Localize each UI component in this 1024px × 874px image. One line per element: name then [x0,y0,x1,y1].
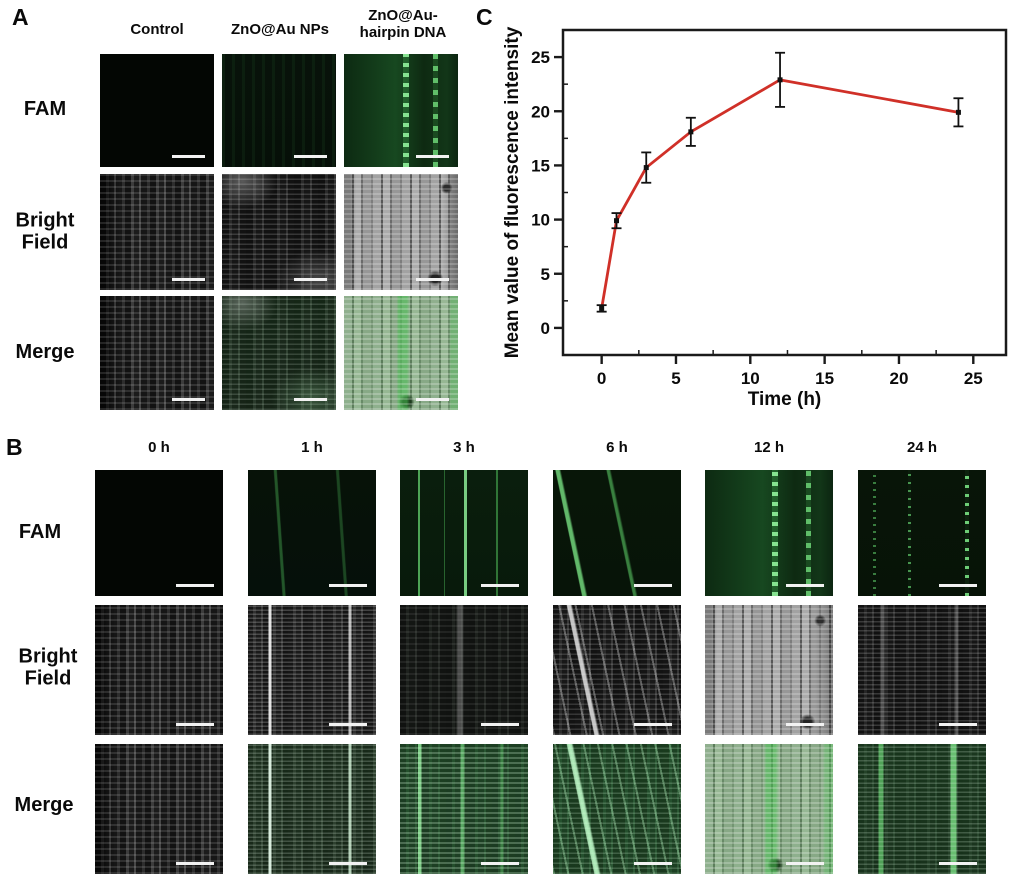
svg-text:0: 0 [597,369,606,388]
scale-bar [481,584,520,587]
micrograph-merge-control [100,296,214,410]
scale-bar [176,584,214,587]
column-header-12-h: 12 h [753,439,785,456]
scale-bar [938,723,977,726]
row-label-merge: Merge [15,341,75,364]
micrograph-merge-24-h [857,744,986,874]
error-bars [596,51,964,313]
panel-c-label: C [476,4,493,30]
scale-bar [786,723,825,726]
data-line [600,78,959,309]
micrograph-merge-zno-au-hairpin-dna [344,296,458,410]
scale-bar [481,862,520,865]
micrograph-bright-field-zno-au-hairpin-dna [344,173,458,290]
scale-bar [176,862,214,865]
scale-bar [328,584,367,587]
svg-text:25: 25 [964,369,983,388]
svg-text:25: 25 [531,48,550,67]
fluorescence-intensity-chart: 0 5 10 15 20 25 0 5 10 15 20 25 Time (h) Mean value o… [502,26,1008,410]
micrograph-fam-control [100,54,214,167]
micrograph-bright-field-24-h [857,605,986,735]
svg-text:5: 5 [671,369,680,388]
micrograph-merge-3-h [400,744,529,874]
micrograph-merge-zno-au-nps [222,296,336,410]
micrograph-bright-field-1-h [247,605,376,735]
y-axis: 0 5 10 15 20 25 [531,48,568,338]
scale-bar [172,155,205,158]
column-header-zno-au-nps: ZnO@Au NPs [231,21,329,38]
micrograph-fam-24-h [857,470,986,596]
micrograph-fam-3-h [400,470,529,596]
scale-bar [294,155,327,158]
scale-bar [633,723,672,726]
column-header-6-h: 6 h [606,439,628,456]
micrograph-fam-6-h [552,470,681,596]
micrograph-merge-0-h [95,744,223,874]
scale-bar [294,277,327,281]
micrograph-merge-6-h [552,744,681,874]
x-axis: 0 5 10 15 20 25 [597,350,983,388]
scale-bar [481,723,520,726]
column-header-control: Control [130,21,184,38]
micrograph-fam-zno-au-hairpin-dna [344,54,458,167]
scale-bar [294,398,327,401]
panel-a-image-grid [100,54,458,410]
panel-a-label: A [12,4,29,30]
micrograph-fam-zno-au-nps [222,54,336,167]
scale-bar [786,584,825,587]
micrograph-bright-field-3-h [400,605,529,735]
column-header-3-h: 3 h [453,439,475,456]
micrograph-merge-1-h [247,744,376,874]
scale-bar [416,155,449,158]
svg-text:15: 15 [531,156,550,175]
row-label-bright-field: Bright Field [15,209,75,253]
row-label-fam: FAM [18,521,62,544]
column-header-1-h: 1 h [301,439,323,456]
row-label-fam: FAM [23,98,67,121]
micrograph-merge-12-h [705,744,834,874]
row-label-merge: Merge [14,794,74,817]
micrograph-fam-0-h [95,470,223,596]
micrograph-bright-field-6-h [552,605,681,735]
scale-bar [328,723,367,726]
svg-text:10: 10 [531,211,550,230]
micrograph-bright-field-0-h [95,605,223,735]
scale-bar [172,398,205,401]
column-header-24-h: 24 h [906,439,938,456]
micrograph-fam-1-h [247,470,376,596]
data-markers [599,77,961,311]
svg-text:20: 20 [531,102,550,121]
row-label-bright-field: Bright Field [18,645,78,689]
svg-text:5: 5 [541,265,550,284]
scale-bar [938,584,977,587]
micrograph-bright-field-zno-au-nps [222,173,336,290]
svg-text:10: 10 [741,369,760,388]
scale-bar [938,862,977,865]
svg-text:20: 20 [890,369,909,388]
scale-bar [416,398,449,401]
x-axis-label: Time (h) [748,389,822,410]
scale-bar [633,862,672,865]
scale-bar [633,584,672,587]
scale-bar [172,277,205,281]
svg-text:15: 15 [815,369,834,388]
chart-plot-box [561,28,1008,357]
scale-bar [328,862,367,865]
scale-bar [176,723,214,726]
panel-b-image-grid [95,470,986,874]
micrograph-fam-12-h [705,470,834,596]
scale-bar [416,277,449,281]
scale-bar [786,862,825,865]
svg-text:0: 0 [541,319,550,338]
panel-b-label: B [6,434,23,460]
micrograph-bright-field-control [100,173,214,290]
column-header-0-h: 0 h [148,439,170,456]
micrograph-bright-field-12-h [705,605,834,735]
column-header-zno-au-hairpin-dna: ZnO@Au-hairpin DNA [359,7,447,41]
y-axis-label: Mean value of fluorescence intensity [502,26,523,358]
